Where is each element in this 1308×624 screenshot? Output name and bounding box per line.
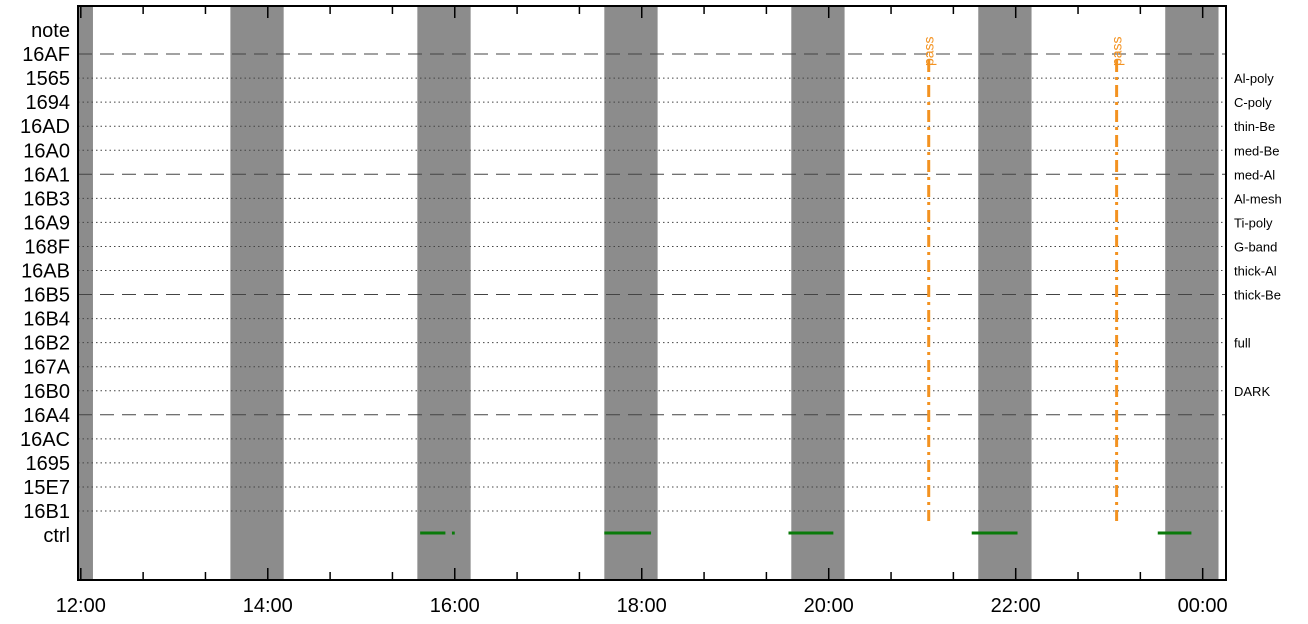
row-annotation-full: full [1234, 336, 1251, 351]
row-label-16AB: 16AB [21, 261, 70, 283]
row-annotation-thick-Be: thick-Be [1234, 288, 1281, 303]
x-tick-label-1400: 14:00 [243, 595, 293, 617]
x-axis-labels: 12:00 14:00 16:00 18:00 20:00 22:00 00:00 [56, 595, 1228, 617]
x-tick-label-1200: 12:00 [56, 595, 106, 617]
shaded-interval-6 [1165, 6, 1219, 580]
x-tick-label-1800: 18:00 [617, 595, 667, 617]
row-annotation-Al-mesh: Al-mesh [1234, 191, 1282, 206]
row-label-16A9: 16A9 [23, 212, 70, 234]
row-annotation-thick-Al: thick-Al [1234, 264, 1277, 279]
row-annotation-DARK: DARK [1234, 384, 1270, 399]
shaded-interval-0 [78, 6, 93, 580]
row-gridlines [78, 53, 1226, 512]
row-label-1694: 1694 [26, 92, 71, 114]
row-annotation-Al-poly: Al-poly [1234, 71, 1274, 86]
row-label-note: note [31, 20, 70, 42]
row-label-1565: 1565 [26, 68, 71, 90]
pass-markers: pass pass [921, 36, 1125, 522]
x-tick-label-2000: 20:00 [804, 595, 854, 617]
row-label-16A0: 16A0 [23, 140, 70, 162]
row-labels: note16AF1565169416AD16A016A116B316A9168F… [20, 20, 71, 547]
row-label-16A1: 16A1 [23, 164, 70, 186]
row-label-16B2: 16B2 [23, 333, 70, 355]
row-label-16AF: 16AF [22, 44, 70, 66]
row-label-168F: 168F [24, 236, 70, 258]
row-label-16B5: 16B5 [23, 285, 70, 307]
x-axis-ticks [80, 6, 1204, 580]
row-label-16B3: 16B3 [23, 188, 70, 210]
row-label-16AC: 16AC [20, 429, 70, 451]
pass-marker-label-0: pass [921, 36, 937, 66]
row-annotation-Ti-poly: Ti-poly [1234, 215, 1273, 230]
row-annotation-med-Be: med-Be [1234, 143, 1280, 158]
shaded-interval-5 [978, 6, 1032, 580]
shaded-interval-4 [791, 6, 845, 580]
row-label-16AD: 16AD [20, 116, 70, 138]
shaded-interval-2 [417, 6, 471, 580]
row-annotation-med-Al: med-Al [1234, 167, 1275, 182]
row-label-16A4: 16A4 [23, 405, 70, 427]
x-tick-label-0000: 00:00 [1178, 595, 1228, 617]
shaded-interval-1 [230, 6, 284, 580]
row-label-ctrl: ctrl [43, 525, 70, 547]
row-label-16B1: 16B1 [23, 501, 70, 523]
row-label-16B0: 16B0 [23, 381, 70, 403]
row-label-1695: 1695 [26, 453, 71, 475]
plot-frame [77, 5, 1227, 581]
shaded-intervals [78, 6, 1219, 580]
row-annotation-G-band: G-band [1234, 239, 1277, 254]
pass-marker-label-1: pass [1109, 36, 1125, 66]
row-annotation-thin-Be: thin-Be [1234, 119, 1275, 134]
row-label-15E7: 15E7 [23, 477, 70, 499]
shaded-interval-3 [604, 6, 658, 580]
row-label-167A: 167A [23, 357, 70, 379]
row-annotations: Al-poly C-poly thin-Be med-Be med-Al Al-mesh T… [1234, 71, 1282, 399]
row-label-16B4: 16B4 [23, 309, 70, 331]
row-annotation-C-poly: C-poly [1234, 95, 1272, 110]
x-tick-label-1600: 16:00 [430, 595, 480, 617]
x-tick-label-2200: 22:00 [991, 595, 1041, 617]
